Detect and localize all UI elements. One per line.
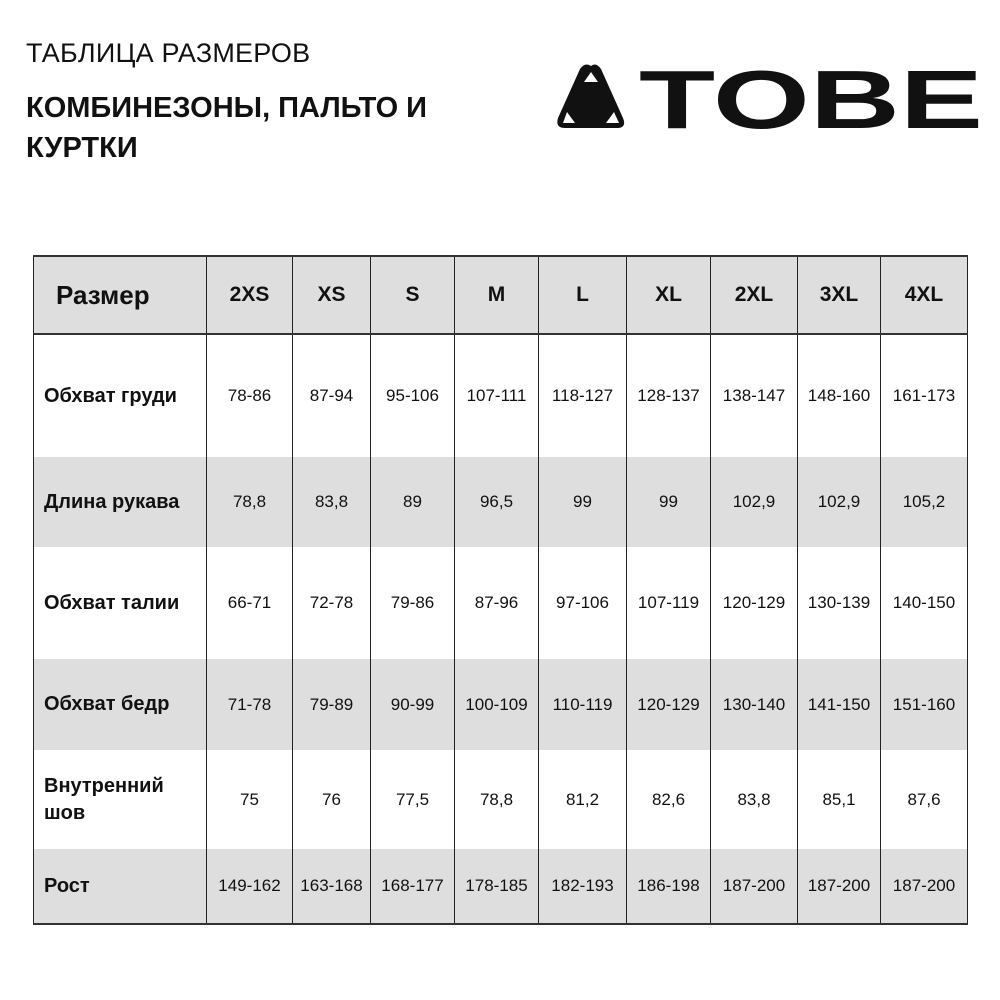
- table-cell: 78,8: [454, 750, 539, 849]
- table-cell: 87,6: [880, 750, 968, 849]
- size-header: 4XL: [880, 255, 968, 335]
- table-row: Обхват бедр 71-78 79-89 90-99 100-109 110-119…: [33, 659, 968, 750]
- table-cell: 75: [206, 750, 293, 849]
- table-cell: 187-200: [880, 849, 968, 925]
- table-cell: 120-129: [626, 659, 711, 750]
- table-cell: 72-78: [292, 547, 371, 659]
- table-cell: 148-160: [797, 334, 881, 457]
- table-cell: 187-200: [710, 849, 798, 925]
- size-header: M: [454, 255, 539, 335]
- table-cell: 71-78: [206, 659, 293, 750]
- chart-supertitle: ТАБЛИЦА РАЗМЕРОВ: [26, 38, 311, 68]
- table-cell: 90-99: [370, 659, 455, 750]
- table-cell: 82,6: [626, 750, 711, 849]
- tobe-logo: TOBE: [557, 53, 983, 146]
- table-cell: 99: [538, 457, 627, 547]
- table-cell: 105,2: [880, 457, 968, 547]
- table-cell: 149-162: [206, 849, 293, 925]
- table-cell: 151-160: [880, 659, 968, 750]
- size-header: XS: [292, 255, 371, 335]
- size-header: 3XL: [797, 255, 881, 335]
- measurement-label: Обхват талии: [33, 547, 207, 659]
- table-cell: 97-106: [538, 547, 627, 659]
- table-cell: 99: [626, 457, 711, 547]
- logo-text: TOBE: [639, 53, 983, 146]
- size-table: Размер 2XS XS S M L XL 2XL 3XL 4XL Обхва…: [33, 255, 968, 925]
- size-header: L: [538, 255, 627, 335]
- measurement-label: Длина рукава: [33, 457, 207, 547]
- table-cell: 182-193: [538, 849, 627, 925]
- size-header: XL: [626, 255, 711, 335]
- table-cell: 78,8: [206, 457, 293, 547]
- table-cell: 140-150: [880, 547, 968, 659]
- table-cell: 186-198: [626, 849, 711, 925]
- table-cell: 110-119: [538, 659, 627, 750]
- table-cell: 128-137: [626, 334, 711, 457]
- table-cell: 187-200: [797, 849, 881, 925]
- table-cell: 161-173: [880, 334, 968, 457]
- table-cell: 83,8: [710, 750, 798, 849]
- table-cell: 95-106: [370, 334, 455, 457]
- table-cell: 83,8: [292, 457, 371, 547]
- table-cell: 130-139: [797, 547, 881, 659]
- table-cell: 66-71: [206, 547, 293, 659]
- table-cell: 107-119: [626, 547, 711, 659]
- table-row: Обхват талии 66-71 72-78 79-86 87-96 97-106 10…: [33, 547, 968, 659]
- table-row: Рост 149-162 163-168 168-177 178-185 182-193 1…: [33, 849, 968, 925]
- table-cell: 118-127: [538, 334, 627, 457]
- table-cell: 102,9: [710, 457, 798, 547]
- table-cell: 100-109: [454, 659, 539, 750]
- table-row: Длина рукава 78,8 83,8 89 96,5 99 99 102,9 102,9…: [33, 457, 968, 547]
- table-cell: 79-86: [370, 547, 455, 659]
- measurement-label: Обхват груди: [33, 334, 207, 457]
- triangle-logo-icon: [557, 64, 625, 128]
- corner-label: Размер: [33, 255, 207, 335]
- measurement-label: Обхват бедр: [33, 659, 207, 750]
- table-cell: 130-140: [710, 659, 798, 750]
- header-row: Размер 2XS XS S M L XL 2XL 3XL 4XL: [33, 255, 968, 335]
- table-cell: 87-94: [292, 334, 371, 457]
- table-cell: 96,5: [454, 457, 539, 547]
- table-cell: 85,1: [797, 750, 881, 849]
- table-row: Внутренний шов 75 76 77,5 78,8 81,2 82,6 83,8 85…: [33, 750, 968, 849]
- table-cell: 76: [292, 750, 371, 849]
- table-cell: 107-111: [454, 334, 539, 457]
- size-header: S: [370, 255, 455, 335]
- table-row: Обхват груди 78-86 87-94 95-106 107-111 118-1…: [33, 334, 968, 457]
- size-header: 2XL: [710, 255, 798, 335]
- table-cell: 163-168: [292, 849, 371, 925]
- page-title: КОМБИНЕЗОНЫ, ПАЛЬТО И КУРТКИ: [26, 92, 428, 164]
- measurement-label: Внутренний шов: [33, 750, 207, 849]
- table-cell: 79-89: [292, 659, 371, 750]
- table-cell: 89: [370, 457, 455, 547]
- table-cell: 168-177: [370, 849, 455, 925]
- table-cell: 102,9: [797, 457, 881, 547]
- table-cell: 77,5: [370, 750, 455, 849]
- table-cell: 120-129: [710, 547, 798, 659]
- table-cell: 78-86: [206, 334, 293, 457]
- table-cell: 141-150: [797, 659, 881, 750]
- size-header: 2XS: [206, 255, 293, 335]
- measurement-label: Рост: [33, 849, 207, 925]
- table-cell: 178-185: [454, 849, 539, 925]
- table-cell: 138-147: [710, 334, 798, 457]
- table-cell: 81,2: [538, 750, 627, 849]
- table-cell: 87-96: [454, 547, 539, 659]
